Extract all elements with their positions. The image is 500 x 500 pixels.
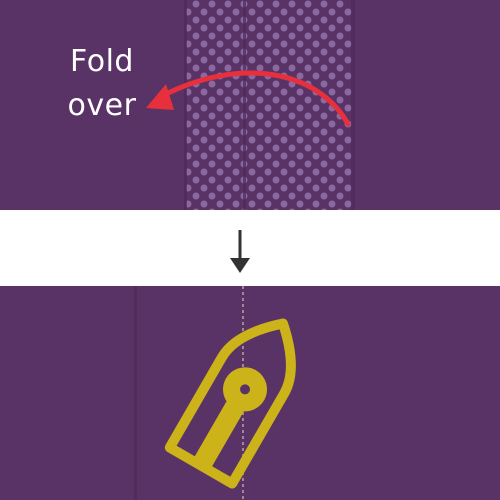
press-step-illustration	[0, 286, 500, 500]
strip-right-edge	[351, 0, 355, 210]
strip-left-edge	[184, 0, 187, 210]
iron-icon	[164, 318, 296, 489]
arrow-down-icon	[230, 230, 250, 273]
fold-label-line-1: Fold	[70, 44, 134, 79]
strip-center-crease	[243, 0, 246, 210]
curved-arrow-left-icon	[146, 70, 351, 127]
white-band	[0, 210, 500, 286]
fold-over-label: Fold over	[62, 40, 142, 128]
fold-label-line-2: over	[67, 88, 137, 123]
polka-dot-fabric-strip	[186, 0, 352, 210]
fold-step-illustration	[0, 0, 500, 210]
step-divider	[0, 210, 500, 286]
step-divider-graphic	[0, 210, 500, 286]
press-step-panel	[0, 286, 500, 500]
fold-edge-line	[134, 286, 137, 500]
fold-step-panel: Fold over	[0, 0, 500, 210]
